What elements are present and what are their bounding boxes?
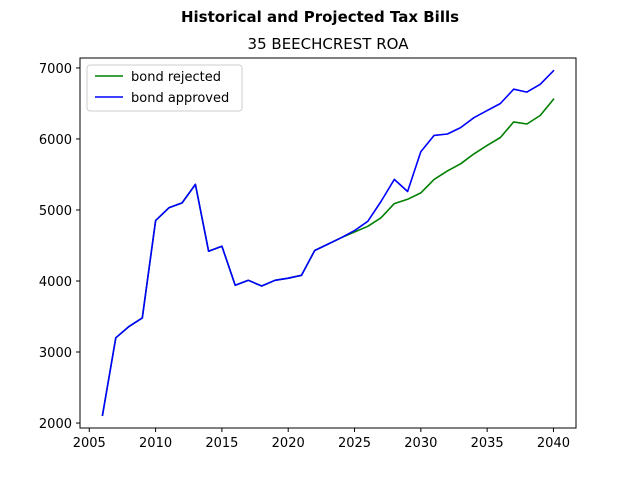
legend-label-bond-approved: bond approved bbox=[131, 91, 229, 106]
y-tick-label: 7000 bbox=[39, 62, 72, 77]
legend-label-bond-rejected: bond rejected bbox=[131, 70, 221, 85]
x-tick-label: 2025 bbox=[338, 436, 371, 451]
x-tick-label: 2030 bbox=[404, 436, 437, 451]
legend-box bbox=[86, 64, 243, 112]
x-tick-label: 2015 bbox=[205, 436, 238, 451]
y-axis-ticks: 2000 3000 4000 5000 6000 7000 bbox=[39, 62, 80, 432]
series-lines bbox=[101, 69, 555, 417]
y-tick-label: 6000 bbox=[39, 133, 72, 148]
chart-suptitle: Historical and Projected Tax Bills bbox=[181, 8, 459, 26]
y-tick-label: 3000 bbox=[39, 346, 72, 361]
x-axis-ticks: 2005 2010 2015 2020 2025 2030 2035 2040 bbox=[73, 428, 570, 451]
legend: bond rejected bond approved bbox=[86, 64, 243, 112]
plot-frame bbox=[79, 57, 577, 429]
x-tick-label: 2035 bbox=[471, 436, 504, 451]
series-line-bond-rejected bbox=[101, 98, 555, 417]
y-tick-label: 2000 bbox=[39, 417, 72, 432]
x-tick-label: 2040 bbox=[537, 436, 570, 451]
x-tick-label: 2020 bbox=[272, 436, 305, 451]
x-tick-label: 2010 bbox=[139, 436, 172, 451]
series-line-bond-approved bbox=[101, 69, 555, 417]
x-tick-label: 2005 bbox=[73, 436, 106, 451]
chart-title: 35 BEECHCREST ROA bbox=[248, 35, 410, 53]
y-tick-label: 4000 bbox=[39, 275, 72, 290]
y-tick-label: 5000 bbox=[39, 204, 72, 219]
